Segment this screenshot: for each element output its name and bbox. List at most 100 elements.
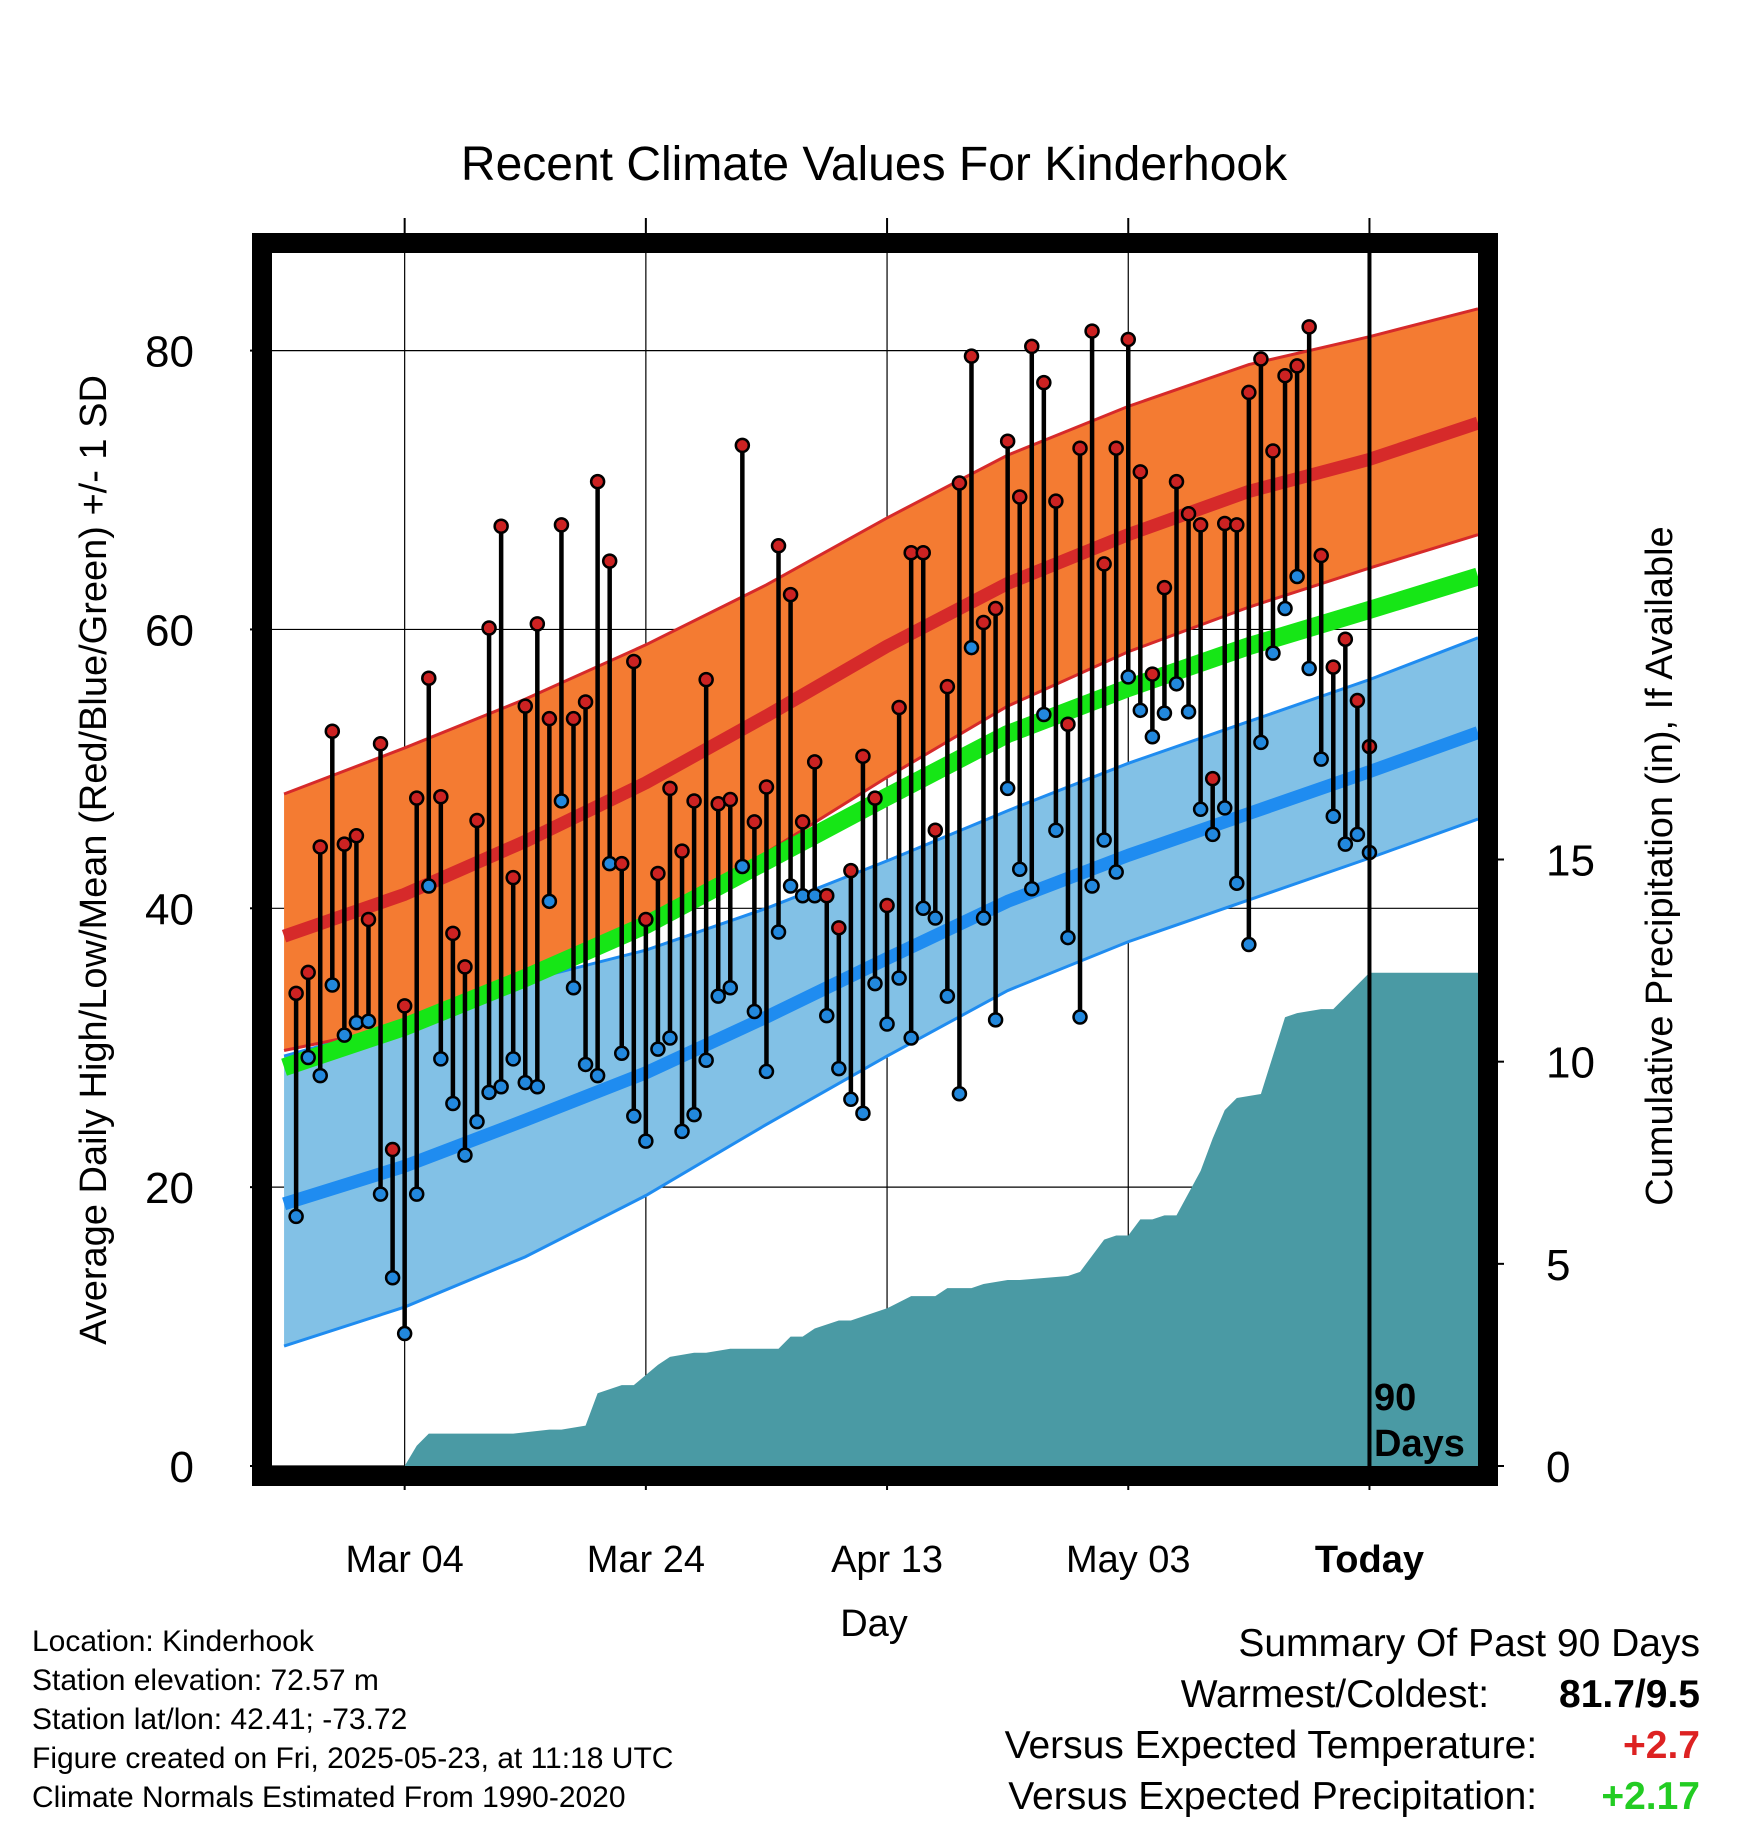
daily-low-point [384,1270,401,1286]
daily-high-point [529,616,546,632]
daily-low-point [686,1106,702,1123]
normal-mean-line [281,567,1481,1076]
daily-low-point [589,1067,606,1084]
daily-high-point [1168,473,1185,490]
daily-high-point [1084,323,1100,339]
normals-note-text: Climate Normals Estimated From 1990-2020 [32,1781,626,1814]
daily-high-point [963,348,980,364]
high-sd-band-upper-edge [283,307,1479,796]
daily-high-point [806,754,823,770]
normal-bands-layer [281,307,1481,1348]
daily-low-point [312,1067,328,1084]
daily-low-point [1241,936,1257,953]
daily-high-point [1277,367,1293,384]
daily-high-point [336,836,353,852]
daily-high-point [541,710,558,727]
daily-high-point [939,678,956,695]
daily-high-point [662,780,678,797]
daily-high-point [433,789,449,805]
summary-warmest-coldest: Warmest/Coldest: 81.7/9.5 [1005,1669,1700,1720]
daily-high-point [457,959,473,975]
daily-low-point [1301,660,1317,677]
warmest-coldest-value: 81.7/9.5 [1559,1673,1700,1716]
daily-high-point [481,620,497,636]
x-tick-label: Mar 24 [587,1539,705,1581]
daily-low-point [1108,864,1124,880]
y2-tick-label: 0 [1546,1443,1570,1492]
warmest-coldest-label: Warmest/Coldest: [1180,1673,1490,1716]
daily-low-point [758,1063,775,1080]
daily-low-point [1144,729,1161,745]
summary-panel: Summary Of Past 90 Days Warmest/Coldest:… [1005,1618,1700,1822]
daily-high-point [867,790,883,806]
daily-high-point [445,925,461,942]
summary-temp: Versus Expected Temperature: +2.7 [1005,1720,1700,1771]
daily-low-point [553,793,570,809]
daily-low-point [674,1123,690,1140]
daily-low-point [1265,645,1281,661]
daily-low-point [1072,1009,1088,1025]
daily-high-point [517,698,534,714]
daily-high-point [758,779,775,795]
x-tick-label: Today [1315,1539,1424,1581]
daily-high-point [577,694,594,710]
daily-high-point [1265,443,1281,459]
daily-high-point [469,812,485,829]
y-tick-label: 60 [145,606,194,655]
daily-high-point [300,964,316,981]
daily-low-point [831,1060,847,1077]
y-tick-label: 80 [145,328,194,377]
daily-high-point [927,822,944,838]
high-sd-band [284,308,1478,1051]
axes-layer: 0 20 40 60 80 0 5 10 15 Mar 04 Mar 24 Apr 13 May 03 T… [145,218,1595,1581]
daily-high-point [638,911,654,928]
daily-high-point [1024,338,1040,355]
daily-low-point [1084,878,1100,894]
y-tick-label: 0 [170,1443,194,1492]
daily-high-point [698,671,714,688]
daily-high-point [1048,493,1064,509]
daily-low-point [613,1045,630,1062]
daily-values-layer [288,319,1378,1342]
daily-high-point [674,843,690,859]
daily-high-point [1204,770,1221,787]
daily-high-point [1011,489,1028,505]
daily-low-point [915,900,931,917]
location-text: Location: Kinderhook [32,1625,314,1658]
daily-low-point [481,1084,497,1101]
daily-low-point [734,858,751,875]
daily-low-point [577,1056,594,1073]
daily-high-point [1253,351,1269,367]
daily-high-point [975,614,992,631]
daily-low-point [843,1091,859,1108]
daily-low-point [1168,676,1185,692]
daily-high-point [1120,331,1137,348]
daily-high-point [1313,547,1329,564]
y-tick-label: 40 [145,885,194,934]
daily-high-point [819,888,835,904]
temp-delta-value: +2.7 [1623,1724,1700,1767]
daily-high-point [324,723,341,739]
daily-low-point [1313,751,1329,767]
daily-high-point [1180,505,1197,522]
daily-low-point [879,1016,895,1032]
daily-high-point [879,897,895,914]
daily-high-point [1301,319,1317,335]
daily-low-point [927,910,944,926]
daily-high-point [589,473,606,490]
low-sd-band-lower-edge [283,817,1479,1348]
daily-high-point [565,710,582,727]
daily-low-point [650,1041,666,1057]
daily-high-point [348,828,365,844]
daily-high-point [855,748,871,765]
daily-low-point [1120,669,1137,685]
daily-low-point [975,910,992,926]
daily-low-point [1180,703,1197,720]
y-axis-label: Average Daily High/Low/Mean (Red/Blue/Gr… [73,375,115,1345]
cumulative-precip-area [272,972,1478,1466]
daily-high-point [1060,716,1076,733]
daily-high-point [650,865,666,882]
daily-low-point [891,970,907,986]
daily-high-point [1289,358,1305,374]
normal-high-line [281,416,1481,943]
